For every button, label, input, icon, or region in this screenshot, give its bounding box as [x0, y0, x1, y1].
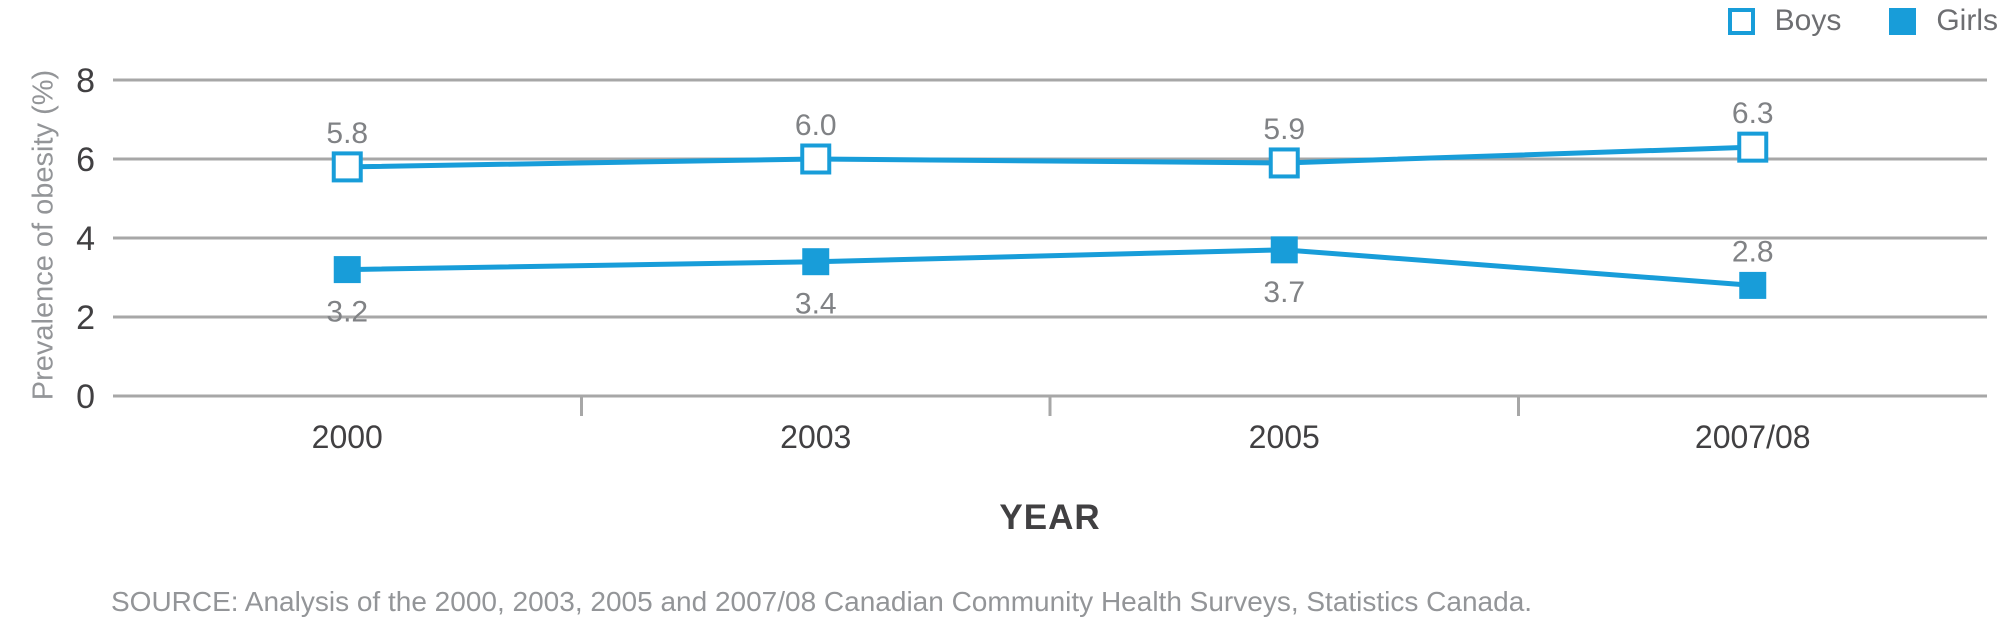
source-note: SOURCE: Analysis of the 2000, 2003, 2005…	[111, 586, 1533, 617]
y-tick-label: 6	[76, 141, 95, 179]
boys-data-point-label: 6.3	[1732, 97, 1774, 130]
boys-series-line	[347, 144, 1753, 170]
y-tick-label: 2	[76, 299, 95, 337]
boys-data-point-marker	[800, 143, 832, 175]
x-tick-label: 2007/08	[1695, 419, 1811, 455]
legend-label-girls: Girls	[1936, 4, 1998, 37]
girls-data-point-marker	[333, 256, 361, 284]
boys-data-point-label: 6.0	[795, 109, 837, 142]
girls-data-point-marker	[1739, 271, 1767, 299]
boys-data-point-marker	[1737, 131, 1769, 163]
girls-series-line	[347, 247, 1753, 288]
girls-filled-square-swatch-icon	[1889, 7, 1917, 35]
x-axis-title: YEAR	[999, 498, 1101, 537]
girls-data-point-label: 3.2	[326, 296, 368, 329]
legend-label-boys: Boys	[1774, 4, 1842, 37]
girls-data-point-label: 2.8	[1732, 235, 1774, 268]
girls-data-point-marker	[1270, 236, 1298, 264]
girls-data-point-label: 3.4	[795, 288, 837, 321]
x-tick-label: 2003	[780, 419, 851, 455]
legend-item-boys: Boys	[1727, 4, 1842, 37]
y-tick-label: 8	[76, 62, 95, 100]
x-tick-label: 2005	[1249, 419, 1320, 455]
y-axis-title: Prevalence of obesity (%)	[27, 69, 60, 401]
girls-data-point-label: 3.7	[1263, 276, 1305, 309]
boys-data-point-marker	[1268, 147, 1300, 179]
y-tick-label: 0	[76, 378, 95, 416]
girls-data-point-marker	[802, 248, 830, 276]
boys-open-square-swatch-icon	[1727, 7, 1755, 35]
boys-data-point-marker	[331, 151, 363, 183]
chart-legend: Boys Girls	[1727, 4, 1998, 37]
legend-item-girls: Girls	[1889, 6, 1998, 36]
x-tick-label: 2000	[312, 419, 383, 455]
boys-data-point-label: 5.9	[1263, 113, 1305, 146]
boys-data-point-label: 5.8	[326, 117, 368, 150]
y-tick-label: 4	[76, 220, 95, 258]
